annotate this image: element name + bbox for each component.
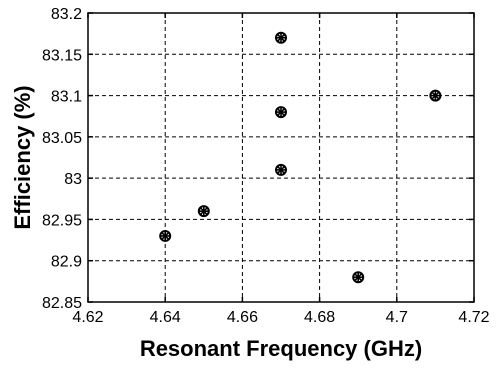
data-point — [275, 106, 287, 119]
y-tick-label: 83.2 — [51, 6, 82, 23]
x-tick-label: 4.68 — [304, 309, 335, 326]
y-tick-label: 83.1 — [51, 89, 82, 106]
x-axis-tick-labels: 4.62 4.64 4.66 4.68 4.7 4.72 — [72, 309, 489, 326]
x-tick-label: 4.62 — [72, 309, 103, 326]
x-axis-title: Resonant Frequency (GHz) — [140, 336, 422, 361]
x-tick-label: 4.72 — [458, 309, 489, 326]
data-point — [352, 271, 365, 284]
data-point — [275, 31, 287, 44]
y-axis-tick-labels: 82.85 82.9 82.95 83 83.05 83.1 83.15 83.2 — [42, 6, 82, 312]
axis-ticks — [87, 12, 475, 303]
y-tick-label: 82.95 — [42, 212, 82, 229]
data-point — [429, 89, 442, 102]
data-point — [159, 229, 172, 242]
y-tick-label: 83.05 — [42, 130, 82, 147]
y-axis-title: Efficiency (%) — [10, 85, 35, 229]
y-tick-label: 82.85 — [42, 295, 82, 312]
y-tick-label: 82.9 — [51, 254, 82, 271]
y-tick-label: 83.15 — [42, 47, 82, 64]
data-point — [197, 205, 210, 218]
data-points — [159, 31, 442, 284]
data-point — [275, 163, 287, 176]
x-tick-label: 4.7 — [386, 309, 408, 326]
x-tick-label: 4.64 — [150, 309, 181, 326]
grid-lines — [88, 13, 474, 302]
x-tick-label: 4.66 — [227, 309, 258, 326]
y-tick-label: 83 — [64, 171, 82, 188]
plot-area-frame — [87, 12, 475, 303]
